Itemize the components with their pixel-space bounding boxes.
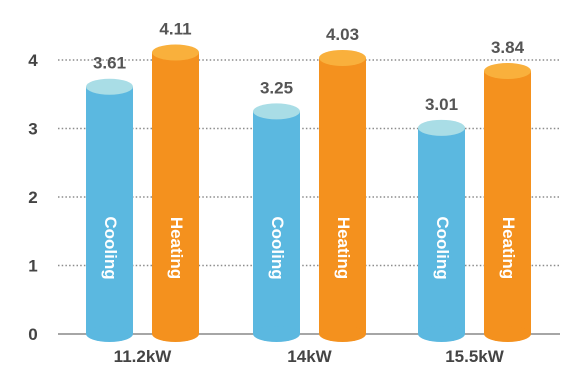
bar-cap: [319, 49, 366, 66]
y-tick-label: 0: [28, 325, 37, 344]
data-label: 4.11: [159, 19, 191, 38]
y-tick-label: 2: [28, 188, 37, 207]
data-label: 3.25: [260, 78, 293, 97]
bar-heating: [152, 52, 199, 335]
series-label-heating: Heating: [167, 217, 186, 279]
bar-cap: [484, 62, 531, 79]
series-label-heating: Heating: [499, 217, 518, 279]
bar-base: [152, 326, 199, 342]
bar-base: [86, 326, 133, 342]
bar-base: [253, 326, 300, 342]
bar-cooling: [418, 127, 465, 334]
y-axis: 0 1 2 3 4: [28, 51, 38, 344]
data-label: 3.84: [491, 38, 525, 57]
x-tick-label: 15.5kW: [445, 347, 505, 366]
bar-base: [484, 326, 531, 342]
bar-cap: [253, 103, 300, 120]
series-label-cooling: Cooling: [101, 216, 120, 279]
data-label: 4.03: [326, 25, 359, 44]
bar-heating: [319, 57, 366, 334]
series-label-heating: Heating: [334, 217, 353, 279]
data-label: 3.01: [425, 95, 458, 114]
bar-cap: [418, 119, 465, 136]
bar-cooling: [86, 86, 133, 334]
series-label-cooling: Cooling: [268, 216, 287, 279]
y-tick-label: 4: [28, 51, 38, 70]
x-tick-label: 11.2kW: [114, 347, 173, 366]
gridlines: [58, 59, 560, 335]
y-tick-label: 1: [28, 257, 37, 276]
series-label-cooling: Cooling: [433, 216, 452, 279]
bar-cooling: [253, 111, 300, 334]
bar-cap: [152, 44, 199, 61]
bar-base: [319, 326, 366, 342]
bars: [86, 44, 531, 342]
x-tick-label: 14kW: [287, 347, 332, 366]
bar-heating: [484, 70, 531, 335]
y-tick-label: 3: [28, 120, 37, 139]
bar-cap: [86, 78, 133, 95]
bar-base: [418, 326, 465, 342]
data-label: 3.61: [93, 54, 126, 73]
labels: 3.61 Cooling 4.11 Heating 11.2kW 3.25 Cooling 4…: [93, 19, 525, 366]
